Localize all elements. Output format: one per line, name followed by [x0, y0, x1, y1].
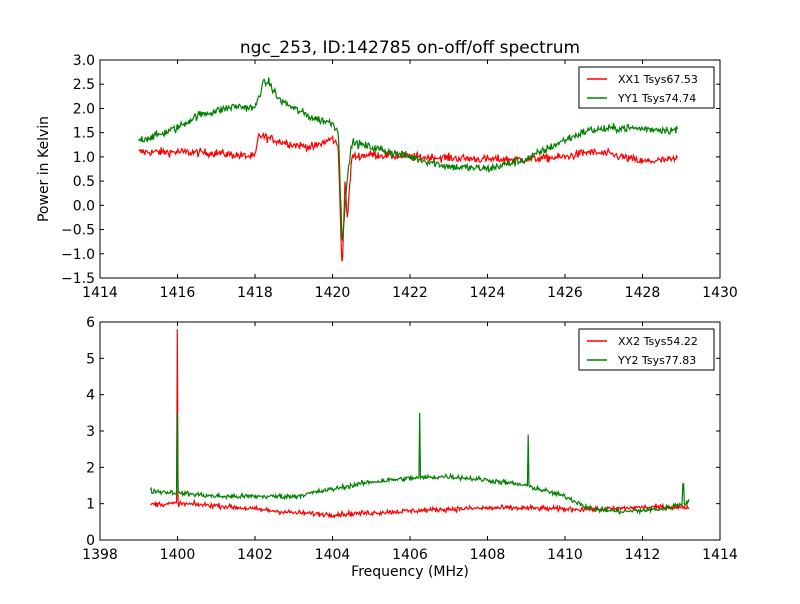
y-tick-label: 0	[86, 533, 95, 549]
y-tick-label: 3	[86, 424, 95, 440]
legend-box	[578, 328, 715, 371]
bottom-subplot: Frequency (MHz) 1398 1400 1402 1404 1406 1408…	[82, 315, 738, 580]
bottom-legend[interactable]: XX2 Tsys54.22 YY2 Tsys77.83	[578, 328, 715, 371]
legend-entry: XX1 Tsys67.53	[618, 73, 698, 86]
bottom-plot-ticks: 1398 1400 1402 1404 1406 1408 1410 1412 1414 0 1 2 3…	[82, 315, 738, 563]
top-plot-ticks: 1414 1416 1418 1420 1422 1424 1426 1428 1430 −1.5…	[61, 53, 738, 301]
x-tick-label: 1410	[547, 547, 583, 563]
x-tick-label: 1414	[82, 285, 118, 301]
top-legend[interactable]: XX1 Tsys67.53 YY1 Tsys74.74	[578, 66, 715, 109]
x-tick-label: 1430	[702, 285, 738, 301]
x-tick-label: 1404	[315, 547, 351, 563]
legend-entry: YY2 Tsys77.83	[617, 354, 696, 367]
y-tick-label: −1.0	[61, 247, 95, 263]
y-tick-label: 0.5	[73, 174, 95, 190]
series-line-yy	[149, 412, 690, 516]
x-tick-label: 1408	[470, 547, 506, 563]
y-tick-label: 1.5	[73, 126, 95, 142]
x-tick-label: 1402	[237, 547, 273, 563]
y-tick-label: 5	[86, 351, 95, 367]
y-tick-label: −1.5	[61, 271, 95, 287]
bottom-plot-lines	[149, 329, 690, 519]
top-subplot: ngc_253, ID:142785 on-off/off spectrum P…	[36, 38, 738, 301]
x-tick-label: 1416	[160, 285, 196, 301]
legend-entry: XX2 Tsys54.22	[618, 335, 698, 348]
x-tick-label: 1398	[82, 547, 118, 563]
x-axis-label: Frequency (MHz)	[351, 564, 469, 580]
series-line-yy	[138, 77, 678, 242]
x-tick-label: 1426	[547, 285, 583, 301]
x-tick-label: 1428	[625, 285, 661, 301]
y-tick-label: 2	[86, 460, 95, 476]
top-plot-frame	[99, 59, 721, 279]
x-tick-label: 1414	[702, 547, 738, 563]
y-tick-label: 2.5	[73, 77, 95, 93]
y-tick-label: 2.0	[73, 101, 95, 117]
y-tick-label: 4	[86, 388, 95, 404]
y-tick-label: 3.0	[73, 53, 95, 69]
legend-box	[578, 66, 715, 109]
x-tick-label: 1422	[392, 285, 428, 301]
x-tick-label: 1412	[625, 547, 661, 563]
x-tick-label: 1424	[470, 285, 506, 301]
y-tick-label: 1	[86, 497, 95, 513]
bottom-plot-frame	[99, 321, 721, 541]
x-tick-label: 1418	[237, 285, 273, 301]
top-plot-lines	[138, 77, 678, 262]
y-tick-label: −0.5	[61, 223, 95, 239]
chart-title: ngc_253, ID:142785 on-off/off spectrum	[240, 38, 580, 58]
y-tick-label: 6	[86, 315, 95, 331]
x-tick-label: 1406	[392, 547, 428, 563]
x-tick-label: 1400	[160, 547, 196, 563]
y-tick-label: 0.0	[73, 198, 95, 214]
legend-entry: YY1 Tsys74.74	[617, 92, 696, 105]
y-tick-label: 1.0	[73, 150, 95, 166]
series-line-xx	[138, 131, 678, 262]
y-axis-label: Power in Kelvin	[36, 116, 52, 222]
x-tick-label: 1420	[315, 285, 351, 301]
